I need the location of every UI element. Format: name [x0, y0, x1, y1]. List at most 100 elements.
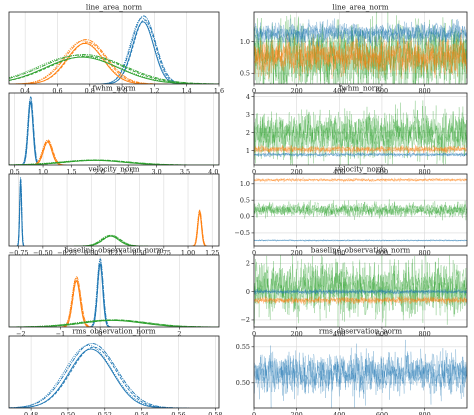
density-line-orange	[59, 277, 93, 327]
x-tick-label: 0.5	[10, 168, 20, 176]
y-tick-label: −2	[241, 316, 250, 324]
x-tick-label: 1.00	[181, 249, 195, 257]
x-tick-label: 200	[291, 330, 303, 338]
panel-trace-fwhm-norm: fwhm_norm 0 200 400 600 800 1 2 3 4	[246, 84, 468, 176]
plot-area	[254, 339, 467, 408]
density-line-blue	[9, 343, 190, 408]
density-line-blue	[9, 346, 185, 408]
y-tick-label: 0.5	[240, 196, 250, 204]
panel-title: baseline_observation_norm	[311, 246, 411, 255]
x-tick-label: 1.5	[66, 168, 76, 176]
x-tick-label: 600	[376, 87, 388, 95]
x-tick-label: 2.0	[95, 168, 105, 176]
y-tick-label: 0.5	[240, 69, 250, 77]
panel-title: fwhm_norm	[339, 84, 382, 93]
x-tick-label: 0.6	[52, 87, 62, 95]
panel-title: baseline_observation_norm	[64, 246, 164, 255]
axes-frame	[8, 11, 220, 85]
trace-line-blue	[254, 288, 467, 296]
density-line-blue	[88, 258, 113, 327]
axes-frame	[253, 92, 468, 166]
x-tick-label: 3.5	[180, 168, 190, 176]
trace-line-orange	[254, 177, 467, 183]
x-tick-label: 0	[252, 249, 256, 257]
panel-title: rms_observation_norm	[72, 327, 155, 336]
density-line-orange	[61, 279, 93, 327]
x-tick-label: 400	[333, 87, 345, 95]
trace-line-orange	[254, 33, 467, 79]
plot-area	[9, 343, 190, 408]
panel-trace-velocity-norm: velocity_norm 0 200 400 600 800 −0.5 0.0 0.5 1.0	[234, 165, 468, 257]
density-line-blue	[16, 176, 25, 246]
trace-line-blue	[254, 151, 467, 158]
x-tick-label: 0.4	[20, 87, 30, 95]
density-line-green	[9, 54, 219, 84]
density-line-blue	[20, 100, 41, 165]
trace-line-orange	[254, 177, 467, 183]
density-line-blue	[19, 96, 42, 165]
x-tick-label: −0.50	[33, 249, 53, 257]
trace-line-blue	[254, 343, 467, 408]
x-tick-label: 0	[252, 330, 256, 338]
trace-line-blue	[254, 18, 467, 49]
axes-frame	[253, 335, 468, 409]
axes-frame	[253, 11, 468, 85]
density-line-blue	[100, 19, 189, 84]
density-line-green	[77, 235, 146, 246]
x-tick-label: 1.0	[38, 168, 48, 176]
x-tick-label: 0.54	[135, 411, 149, 415]
trace-line-green	[254, 100, 467, 165]
density-line-orange	[11, 41, 164, 84]
density-line-orange	[61, 280, 92, 327]
density-line-orange	[28, 139, 68, 165]
plot-area	[254, 255, 467, 327]
x-tick-label: −2	[16, 330, 25, 338]
trace-line-orange	[254, 296, 467, 306]
x-tick-label: 400	[333, 249, 345, 257]
y-tick-label: 1	[246, 147, 250, 155]
x-tick-label: 600	[376, 411, 388, 415]
y-tick-label: 0	[246, 288, 250, 296]
x-tick-label: 2.5	[123, 168, 133, 176]
density-line-orange	[191, 209, 208, 246]
panel-title: velocity_norm	[87, 165, 139, 174]
trace-line-blue	[254, 339, 467, 408]
panel-density-fwhm-norm: fwhm_norm 0.5 1.0 1.5 2.0 2.5 3.0 3.5 4.0	[8, 84, 220, 176]
density-line-blue	[88, 260, 112, 327]
panel-trace-line-area-norm: line_area_norm 0 200 400 600 800 0.5 1.0	[240, 3, 468, 95]
x-tick-label: 3.0	[151, 168, 161, 176]
x-tick-label: 1.6	[214, 87, 224, 95]
density-line-blue	[20, 102, 41, 165]
axes-frame	[8, 335, 220, 409]
x-tick-label: 0	[252, 168, 256, 176]
x-tick-label: 200	[291, 411, 303, 415]
x-tick-label: 0.8	[85, 87, 95, 95]
density-line-green	[9, 55, 219, 84]
x-tick-label: 0	[252, 411, 256, 415]
x-tick-label: 200	[291, 87, 303, 95]
density-line-orange	[9, 40, 162, 84]
trace-line-orange	[254, 34, 467, 79]
x-tick-label: 0.48	[24, 411, 38, 415]
density-line-green	[74, 234, 148, 246]
axes-frame	[8, 173, 220, 247]
x-tick-label: 1.2	[149, 87, 159, 95]
y-tick-label: 2	[246, 129, 250, 137]
x-tick-label: 600	[376, 330, 388, 338]
trace-line-blue	[254, 151, 467, 158]
density-line-orange	[192, 212, 207, 246]
trace-line-blue	[254, 239, 467, 242]
axes-frame	[253, 254, 468, 328]
x-tick-label: 0.75	[157, 249, 171, 257]
panel-density-rms-observation-norm: rms_observation_norm 0.48 0.50 0.52 0.54 0.56…	[8, 327, 222, 415]
density-line-blue	[95, 15, 192, 84]
y-tick-label: 0.50	[236, 379, 250, 387]
x-tick-label: 0.58	[208, 411, 222, 415]
trace-line-green	[254, 200, 467, 221]
panel-trace-rms-observation-norm: rms_observation_norm 0 200 400 600 800 0.50 0.5…	[236, 327, 468, 415]
density-line-blue	[9, 344, 183, 408]
x-tick-label: 800	[418, 87, 430, 95]
panel-title: line_area_norm	[86, 3, 142, 12]
x-tick-label: 0.00	[84, 249, 98, 257]
